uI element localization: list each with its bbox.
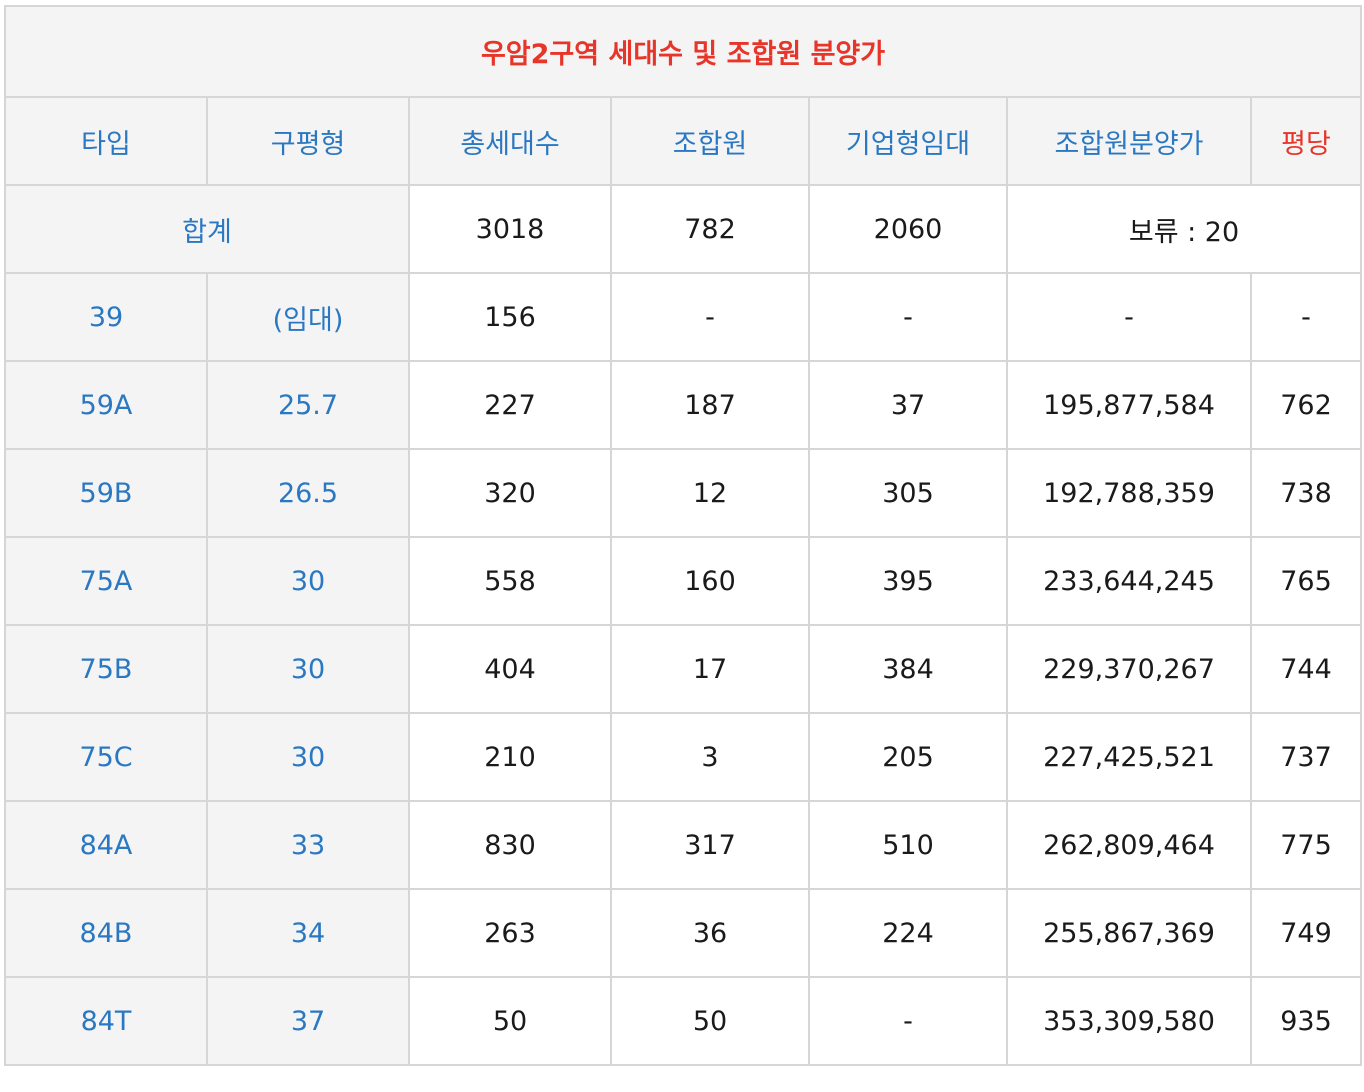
pyeong-cell: 25.7 xyxy=(206,360,410,450)
type-cell: 59A xyxy=(4,360,208,450)
member-price-cell: 192,788,359 xyxy=(1006,448,1252,538)
per-pyeong-cell: 762 xyxy=(1249,360,1363,450)
total-units-cell: 830 xyxy=(408,800,612,890)
type-cell: 75A xyxy=(4,536,208,626)
table-row: 39 (임대) 156- - - - xyxy=(4,272,1363,362)
total-units-cell: 263 xyxy=(408,888,612,978)
pyeong-cell: 30 xyxy=(206,624,410,714)
member-price-cell: 255,867,369 xyxy=(1006,888,1252,978)
total-rental-cell: 2060 xyxy=(808,184,1008,274)
total-members-cell: 782 xyxy=(610,184,810,274)
table-row: 84T 37 50 50-353,309,580 935 xyxy=(4,976,1363,1066)
header-type: 타입 xyxy=(4,96,208,186)
per-pyeong-cell: - xyxy=(1249,272,1363,362)
type-cell: 84B xyxy=(4,888,208,978)
members-cell: - xyxy=(610,272,810,362)
type-cell: 39 xyxy=(4,272,208,362)
type-cell: 84T xyxy=(4,976,208,1066)
member-price-cell: 262,809,464 xyxy=(1006,800,1252,890)
members-cell: 17 xyxy=(610,624,810,714)
pyeong-cell: 37 xyxy=(206,976,410,1066)
members-cell: 160 xyxy=(610,536,810,626)
total-label: 합계 xyxy=(4,184,410,274)
pyeong-cell: 26.5 xyxy=(206,448,410,538)
total-price-note: 보류 : 20 xyxy=(1005,184,1363,274)
table-title: 우암2구역 세대수 및 조합원 분양가 xyxy=(3,5,1363,98)
total-units-cell: 210 xyxy=(408,712,612,802)
table-row: 75B 30 404 17 384 229,370,267 744 xyxy=(4,624,1363,714)
table-row: 59B 26.5 320 12 305 192,788,359 738 xyxy=(4,448,1363,538)
rental-cell: 224 xyxy=(808,888,1008,978)
rental-cell: 305 xyxy=(808,448,1008,538)
members-cell: 3 xyxy=(610,712,810,802)
member-price-cell: 195,877,584 xyxy=(1006,360,1252,450)
table-row: 75C 30 210 3 205 227,425,521 737 xyxy=(4,712,1363,802)
type-cell: 75C xyxy=(4,712,208,802)
total-units-cell: 156 xyxy=(408,272,612,362)
table-row: 75A 30 558 160 395 233,644,245 765 xyxy=(4,536,1363,626)
type-cell: 84A xyxy=(4,800,208,890)
rental-cell: 395 xyxy=(808,536,1008,626)
table-row: 84B 34 263 36 224 255,867,369 749 xyxy=(4,888,1363,978)
per-pyeong-cell: 744 xyxy=(1249,624,1363,714)
per-pyeong-cell: 765 xyxy=(1249,536,1363,626)
table-row: 59A 25.7 227 187 37 195,877,584 762 xyxy=(4,360,1363,450)
header-total-units: 총세대수 xyxy=(408,96,612,186)
table-row: 84A 33 830 317 510 262,809,464 775 xyxy=(4,800,1363,890)
rental-cell: 510 xyxy=(808,800,1008,890)
header-pyeong: 구평형 xyxy=(206,96,410,186)
header-row: 타입 구평형 총세대수 조합원 기업형임대 조합원분양가 평당 xyxy=(4,96,1363,186)
per-pyeong-cell: 935 xyxy=(1249,976,1363,1066)
members-cell: 317 xyxy=(610,800,810,890)
member-price-cell: - xyxy=(1006,272,1252,362)
type-cell: 75B xyxy=(4,624,208,714)
total-row: 합계 3018 782 2060 보류 : 20 xyxy=(4,184,1363,274)
per-pyeong-cell: 749 xyxy=(1249,888,1363,978)
members-cell: 36 xyxy=(610,888,810,978)
header-rental: 기업형임대 xyxy=(808,96,1008,186)
rental-cell: 384 xyxy=(808,624,1008,714)
total-units-cell: 3018 xyxy=(408,184,612,274)
header-member-price: 조합원분양가 xyxy=(1006,96,1252,186)
type-cell: 59B xyxy=(4,448,208,538)
per-pyeong-cell: 775 xyxy=(1249,800,1363,890)
pyeong-cell: 34 xyxy=(206,888,410,978)
per-pyeong-cell: 737 xyxy=(1249,712,1363,802)
pyeong-cell: 30 xyxy=(206,536,410,626)
members-cell: 12 xyxy=(610,448,810,538)
member-price-cell: 227,425,521 xyxy=(1006,712,1252,802)
per-pyeong-cell: 738 xyxy=(1249,448,1363,538)
members-cell: 50 xyxy=(610,976,810,1066)
total-units-cell: 404 xyxy=(408,624,612,714)
member-price-cell: 233,644,245 xyxy=(1006,536,1252,626)
total-units-cell: 320 xyxy=(408,448,612,538)
pyeong-cell: 33 xyxy=(206,800,410,890)
pyeong-cell: (임대) xyxy=(206,272,410,362)
rental-cell: 37 xyxy=(808,360,1008,450)
total-units-cell: 558 xyxy=(408,536,612,626)
rental-cell: - xyxy=(808,976,1008,1066)
members-cell: 187 xyxy=(610,360,810,450)
rental-cell: 205 xyxy=(808,712,1008,802)
member-price-cell: 229,370,267 xyxy=(1006,624,1252,714)
total-units-cell: 50 xyxy=(408,976,612,1066)
title-row: 우암2구역 세대수 및 조합원 분양가 xyxy=(3,5,1363,98)
unit-price-table: 우암2구역 세대수 및 조합원 분양가 타입 구평형 총세대수 조합원 기업형임… xyxy=(3,5,1363,1066)
header-per-pyeong: 평당 xyxy=(1249,96,1363,186)
header-members: 조합원 xyxy=(610,96,810,186)
rental-cell: - xyxy=(808,272,1008,362)
pyeong-cell: 30 xyxy=(206,712,410,802)
member-price-cell: 353,309,580 xyxy=(1006,976,1252,1066)
total-units-cell: 227 xyxy=(408,360,612,450)
